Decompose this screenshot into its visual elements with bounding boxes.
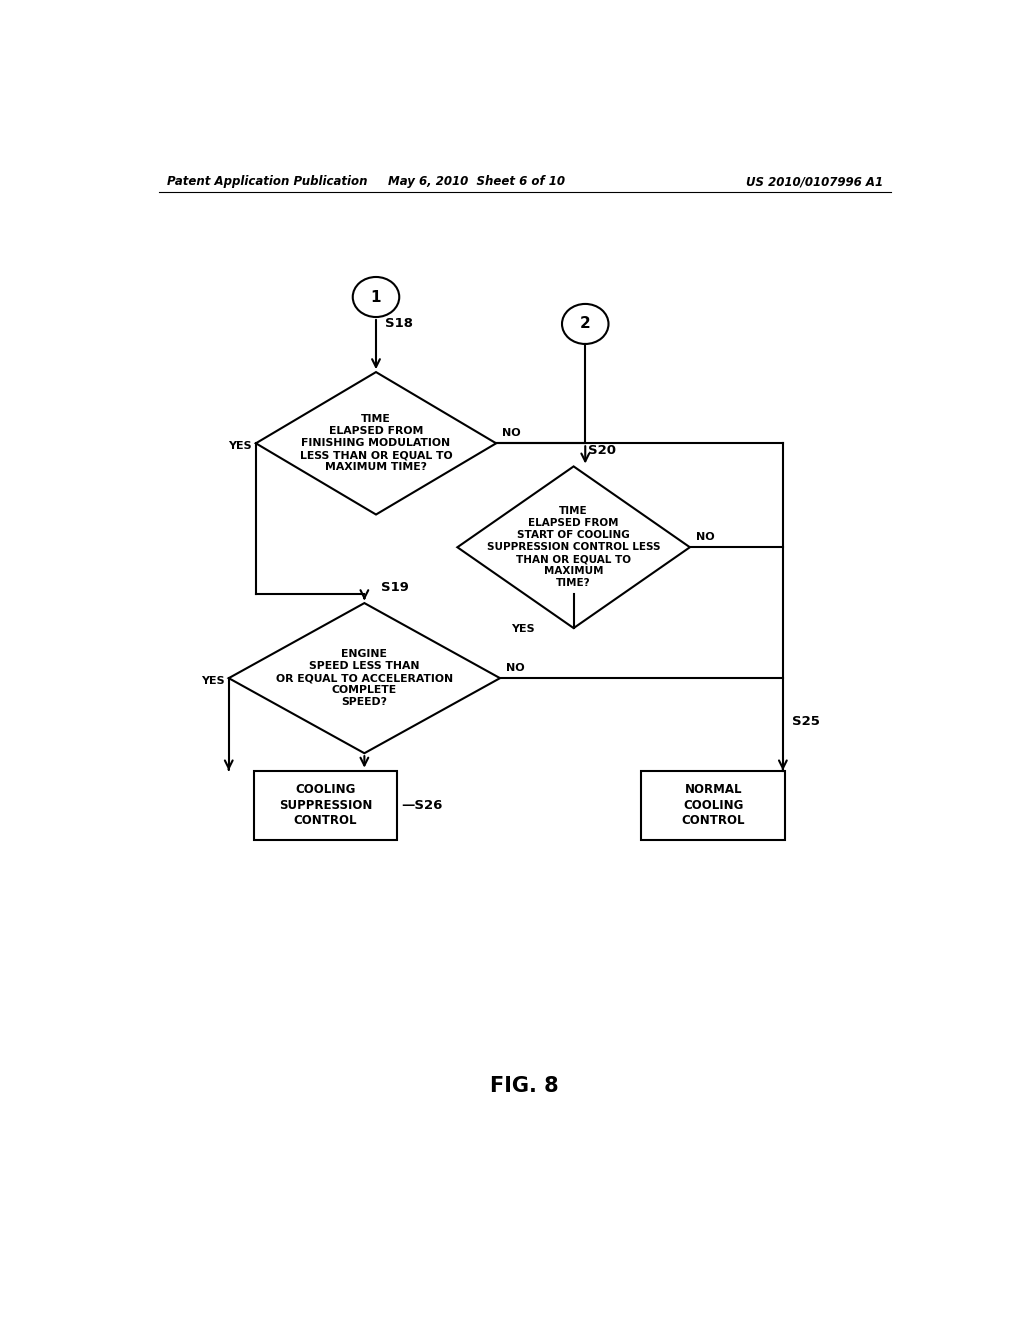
Text: TIME
ELAPSED FROM
START OF COOLING
SUPPRESSION CONTROL LESS
THAN OR EQUAL TO
MAX: TIME ELAPSED FROM START OF COOLING SUPPR… (486, 507, 660, 589)
Text: May 6, 2010  Sheet 6 of 10: May 6, 2010 Sheet 6 of 10 (388, 176, 565, 189)
Text: 1: 1 (371, 289, 381, 305)
Text: S18: S18 (385, 317, 414, 330)
Text: 2: 2 (580, 317, 591, 331)
Text: COOLING
SUPPRESSION
CONTROL: COOLING SUPPRESSION CONTROL (279, 783, 373, 828)
Text: ENGINE
SPEED LESS THAN
OR EQUAL TO ACCELERATION
COMPLETE
SPEED?: ENGINE SPEED LESS THAN OR EQUAL TO ACCEL… (275, 649, 453, 708)
Text: NO: NO (503, 428, 521, 438)
Text: S25: S25 (793, 715, 820, 729)
Bar (641, 771, 784, 840)
Text: NO: NO (506, 663, 525, 673)
Text: YES: YES (202, 676, 225, 686)
Text: YES: YES (228, 441, 252, 451)
Text: Patent Application Publication: Patent Application Publication (167, 176, 368, 189)
Text: NO: NO (696, 532, 715, 543)
Text: TIME
ELAPSED FROM
FINISHING MODULATION
LESS THAN OR EQUAL TO
MAXIMUM TIME?: TIME ELAPSED FROM FINISHING MODULATION L… (300, 414, 453, 473)
Text: —S26: —S26 (401, 799, 442, 812)
Text: YES: YES (511, 624, 535, 635)
Bar (254, 771, 397, 840)
Text: S20: S20 (588, 444, 615, 457)
Text: US 2010/0107996 A1: US 2010/0107996 A1 (746, 176, 884, 189)
Text: FIG. 8: FIG. 8 (490, 1076, 559, 1096)
Text: S19: S19 (381, 581, 410, 594)
Text: NORMAL
COOLING
CONTROL: NORMAL COOLING CONTROL (681, 783, 744, 828)
